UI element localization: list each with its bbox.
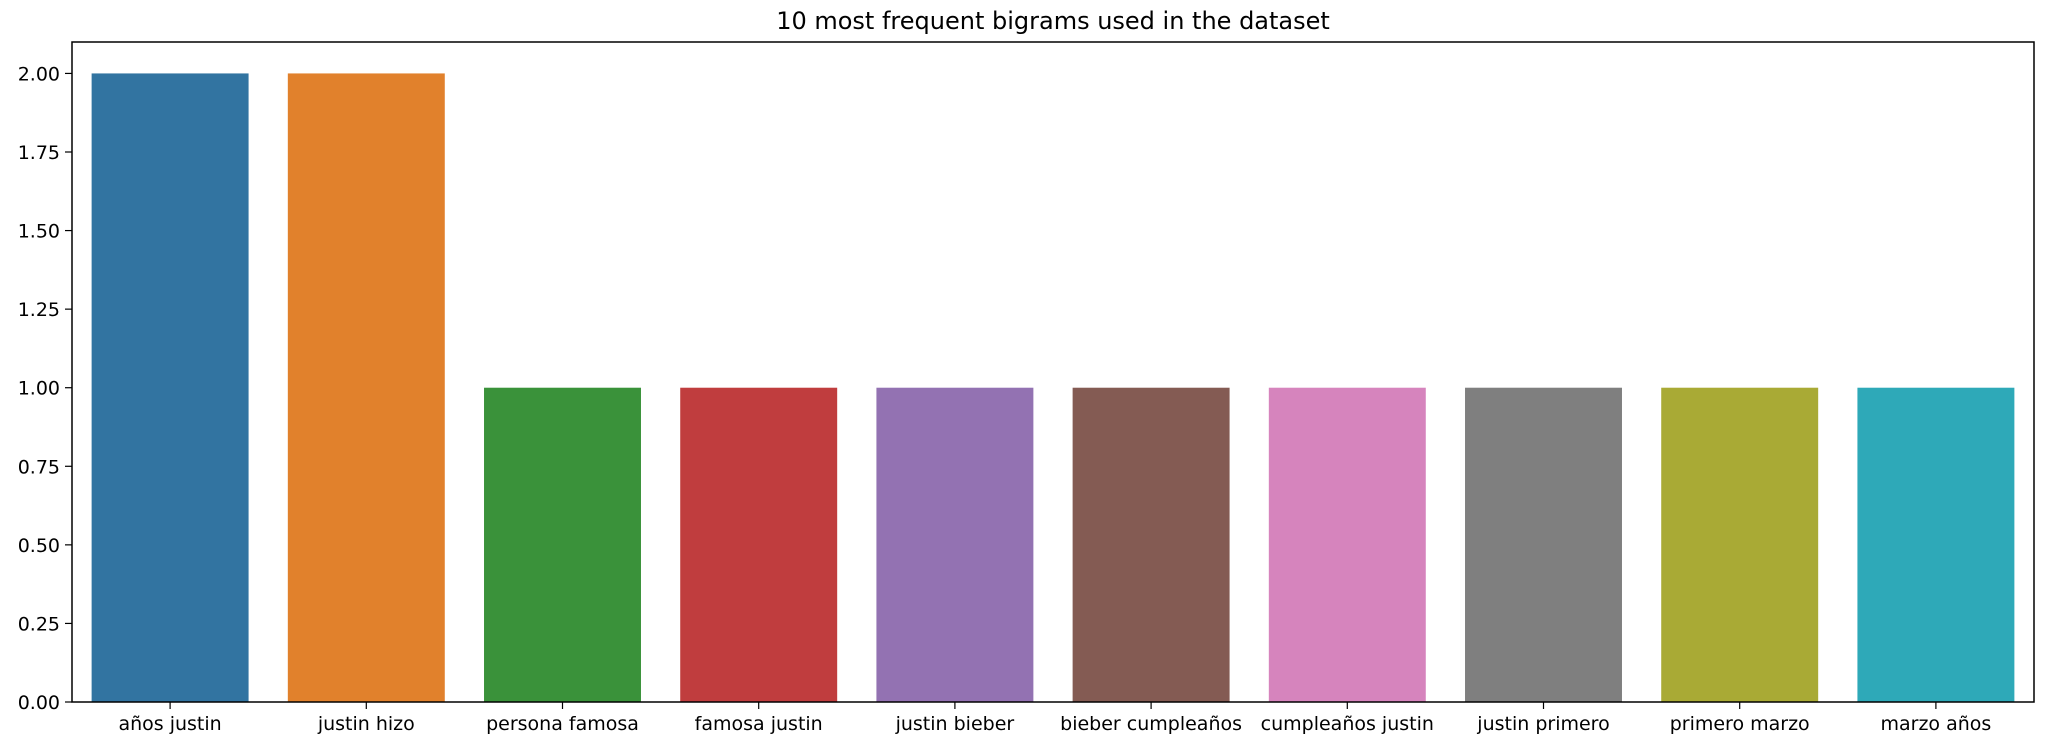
y-tick-label-8: 2.00: [18, 63, 60, 85]
chart-title: 10 most frequent bigrams used in the dat…: [776, 7, 1330, 35]
plot-frame: [71, 41, 2035, 703]
bar-0: [91, 73, 249, 702]
x-tick-label-4: justin bieber: [895, 713, 1015, 735]
x-tick-label-7: justin primero: [1476, 713, 1609, 735]
bars: [91, 73, 2015, 702]
bar-1: [287, 73, 445, 702]
x-axis: años justin justin hizo persona famosa famo…: [118, 702, 1991, 735]
y-tick-label-6: 1.50: [18, 221, 60, 243]
x-tick-label-0: años justin: [118, 713, 221, 735]
y-tick-label-2: 0.50: [18, 535, 60, 557]
bar-3: [680, 387, 838, 702]
bar-7: [1465, 387, 1622, 702]
y-tick-label-7: 1.75: [18, 142, 60, 164]
y-tick-label-4: 1.00: [18, 378, 60, 400]
x-tick-label-3: famosa justin: [695, 713, 823, 735]
x-tick-label-8: primero marzo: [1670, 713, 1810, 735]
y-axis: 0.00 0.25 0.50 0.75 1.00 1.25 1.50 1.75 2.00: [18, 63, 72, 714]
bar-8: [1661, 387, 1819, 702]
y-tick-label-1: 0.25: [18, 613, 60, 635]
x-tick-label-1: justin hizo: [317, 713, 415, 735]
bar-6: [1268, 387, 1426, 702]
y-tick-label-5: 1.25: [18, 299, 60, 321]
bar-9: [1857, 387, 2015, 702]
x-tick-label-9: marzo años: [1880, 713, 1991, 735]
bar-2: [484, 387, 641, 702]
x-tick-label-2: persona famosa: [486, 713, 639, 735]
bar-4: [876, 387, 1034, 702]
bar-5: [1072, 387, 1230, 702]
x-tick-label-5: bieber cumpleaños: [1060, 713, 1242, 735]
x-tick-label-6: cumpleaños justin: [1261, 713, 1434, 735]
y-tick-label-0: 0.00: [18, 692, 60, 714]
y-tick-label-3: 0.75: [18, 456, 60, 478]
